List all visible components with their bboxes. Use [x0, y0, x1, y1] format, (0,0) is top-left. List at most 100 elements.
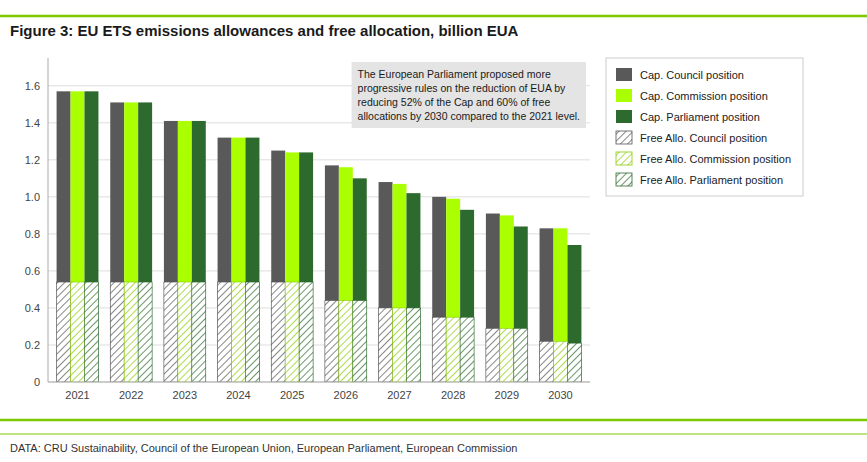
free-allocation-bar	[271, 282, 285, 382]
x-axis: 2021202220232024202520262027202820292030	[65, 389, 572, 401]
cap-bar	[84, 91, 98, 382]
cap-bar	[460, 210, 474, 382]
legend-swatch	[616, 68, 632, 81]
annotation-text: The European Parliament proposed morepro…	[358, 68, 580, 122]
legend-label: Free Allo. Commission position	[640, 153, 791, 165]
free-allocation-bar	[460, 317, 474, 382]
x-tick-label: 2022	[119, 389, 143, 401]
free-allocation-bar	[218, 282, 232, 382]
x-tick-label: 2025	[280, 389, 304, 401]
x-tick-label: 2030	[548, 389, 572, 401]
cap-bar	[218, 138, 232, 382]
cap-bar	[486, 214, 500, 382]
cap-bar	[57, 91, 71, 382]
y-tick-label: 1.6	[25, 80, 40, 92]
y-axis-line	[48, 58, 49, 382]
cap-bar	[554, 228, 568, 382]
free-allocation-bar	[164, 282, 178, 382]
free-allocation-bar	[124, 282, 138, 382]
x-tick-label: 2028	[441, 389, 465, 401]
cap-bar	[432, 197, 446, 382]
cap-bar	[285, 152, 299, 382]
free-allocation-bar	[84, 282, 98, 382]
y-tick-label: 0.4	[25, 302, 40, 314]
legend-label: Free Allo. Council position	[640, 132, 767, 144]
cap-bar	[325, 165, 339, 382]
x-tick-label: 2029	[495, 389, 519, 401]
free-allocation-bar	[285, 282, 299, 382]
subtitle: DATA: CRU Sustainability, Council of the…	[10, 442, 517, 454]
cap-bar	[245, 138, 259, 382]
legend-label: Cap. Council position	[640, 69, 744, 81]
free-allocation-bar	[379, 308, 393, 382]
free-allocation-bar	[138, 282, 152, 382]
cap-bar	[138, 102, 152, 382]
free-allocation-bar	[486, 328, 500, 382]
free-allocation-bar	[178, 282, 192, 382]
legend-swatch	[616, 89, 632, 102]
legend-label: Cap. Commission position	[640, 90, 768, 102]
bottom-border	[0, 419, 867, 422]
y-tick-label: 0	[34, 376, 40, 388]
grid-line	[48, 382, 590, 383]
y-tick-label: 1.4	[25, 117, 40, 129]
cap-bar	[567, 245, 581, 382]
cap-bar	[124, 102, 138, 382]
free-allocation-bar	[514, 328, 528, 382]
free-allocation-bar	[540, 341, 554, 382]
free-allocation-bar	[245, 282, 259, 382]
free-allocation-bar	[432, 317, 446, 382]
legend-swatch	[616, 131, 632, 144]
cap-bar	[271, 151, 285, 382]
y-tick-label: 1.2	[25, 154, 40, 166]
y-tick-label: 0.8	[25, 228, 40, 240]
cap-bar	[339, 167, 353, 382]
cap-bar	[393, 184, 407, 382]
cap-bar	[379, 182, 393, 382]
free-allocation-bar	[110, 282, 124, 382]
cap-bar	[164, 121, 178, 382]
legend: Cap. Council position Cap. Commission pos…	[606, 58, 803, 196]
cap-bar	[232, 138, 246, 382]
top-border	[0, 15, 867, 18]
cap-bar	[192, 121, 206, 382]
y-tick-label: 0.2	[25, 339, 40, 351]
free-allocation-bar	[339, 301, 353, 382]
legend-label: Free Allo. Parliament position	[640, 174, 783, 186]
free-allocation-bar	[500, 328, 514, 382]
legend-swatch	[616, 152, 632, 165]
cap-bar	[353, 178, 367, 382]
free-allocation-bar	[71, 282, 85, 382]
x-tick-label: 2021	[65, 389, 89, 401]
free-allocation-bar	[393, 308, 407, 382]
cap-bar	[71, 91, 85, 382]
free-allocation-bar	[446, 317, 460, 382]
cap-bar	[500, 215, 514, 382]
bars	[57, 91, 582, 382]
x-tick-label: 2026	[334, 389, 358, 401]
free-allocation-bar	[554, 341, 568, 382]
free-allocation-bar	[353, 301, 367, 382]
annotation: The European Parliament proposed morepro…	[352, 62, 586, 128]
free-allocation-bar	[406, 308, 420, 382]
bottom-border	[0, 434, 867, 435]
title: Figure 3: EU ETS emissions allowances an…	[10, 22, 519, 39]
legend-label: Cap. Parliament position	[640, 111, 760, 123]
cap-bar	[299, 152, 313, 382]
x-tick-label: 2027	[387, 389, 411, 401]
x-tick-label: 2023	[173, 389, 197, 401]
free-allocation-bar	[325, 301, 339, 382]
cap-bar	[540, 228, 554, 382]
cap-bar	[110, 102, 124, 382]
cap-bar	[178, 121, 192, 382]
legend-swatch	[616, 110, 632, 123]
chart: Figure 3: EU ETS emissions allowances an…	[0, 0, 867, 462]
cap-bar	[446, 199, 460, 382]
cap-bar	[514, 226, 528, 382]
free-allocation-bar	[192, 282, 206, 382]
free-allocation-bar	[232, 282, 246, 382]
cap-bar	[406, 193, 420, 382]
y-tick-label: 1.0	[25, 191, 40, 203]
y-tick-label: 0.6	[25, 265, 40, 277]
legend-frame	[606, 58, 803, 196]
